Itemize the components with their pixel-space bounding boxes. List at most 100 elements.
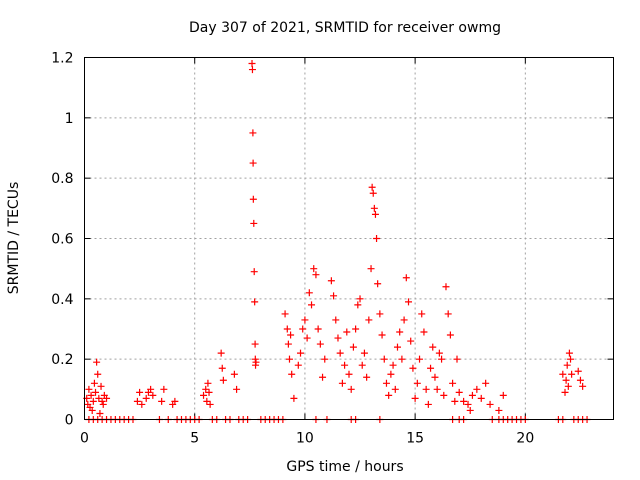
data-point — [310, 265, 318, 273]
data-point — [89, 397, 97, 405]
y-axis-label: SRMTID / TECUs — [6, 182, 22, 295]
data-point — [382, 379, 390, 387]
data-point — [564, 382, 572, 390]
data-point — [358, 361, 366, 369]
data-point — [142, 394, 150, 402]
data-point — [409, 364, 417, 372]
data-point — [565, 349, 573, 357]
data-point — [205, 388, 213, 396]
data-point — [343, 328, 351, 336]
data-point — [248, 60, 256, 68]
y-tick-label: 0.4 — [51, 292, 73, 308]
data-point — [444, 310, 452, 318]
data-point — [451, 397, 459, 405]
data-point — [85, 385, 93, 393]
data-point — [433, 385, 441, 393]
data-point — [411, 394, 419, 402]
data-point — [332, 316, 340, 324]
data-point — [206, 400, 214, 408]
data-point — [453, 355, 461, 363]
grid-lines — [84, 57, 614, 420]
data-point — [562, 376, 570, 384]
data-point — [297, 349, 305, 357]
data-point — [422, 385, 430, 393]
data-point — [88, 406, 96, 414]
data-point — [380, 355, 388, 363]
y-tick-label: 0.6 — [51, 232, 73, 248]
data-point — [336, 349, 344, 357]
data-point — [402, 274, 410, 282]
data-point — [477, 394, 485, 402]
x-tick-label: 10 — [296, 431, 314, 447]
data-point — [305, 289, 313, 297]
data-point — [330, 292, 338, 300]
data-point — [251, 298, 259, 306]
data-point — [321, 355, 329, 363]
data-point — [249, 159, 257, 167]
data-point — [338, 379, 346, 387]
data-point — [579, 382, 587, 390]
data-point — [427, 364, 435, 372]
data-point — [576, 376, 584, 384]
data-point — [288, 370, 296, 378]
data-point — [136, 388, 144, 396]
data-point — [230, 370, 238, 378]
data-point — [468, 391, 476, 399]
data-point — [446, 331, 454, 339]
data-point — [158, 397, 166, 405]
x-tick-label: 0 — [80, 431, 89, 447]
data-point — [418, 310, 426, 318]
data-point — [95, 394, 103, 402]
x-tick-label: 15 — [406, 431, 424, 447]
data-point — [563, 361, 571, 369]
data-point — [218, 364, 226, 372]
data-point — [204, 379, 212, 387]
data-point — [455, 388, 463, 396]
data-point — [365, 316, 373, 324]
data-point — [460, 397, 468, 405]
data-point — [431, 373, 439, 381]
data-point — [371, 210, 379, 218]
data-point — [252, 358, 260, 366]
data-point — [147, 385, 155, 393]
data-point — [385, 391, 393, 399]
y-tick-label: 0.8 — [51, 171, 73, 187]
data-point — [347, 385, 355, 393]
x-tick-labels: 0 5 10 15 20 — [80, 431, 534, 447]
data-point — [376, 310, 384, 318]
data-point — [319, 373, 327, 381]
data-point — [393, 343, 401, 351]
x-tick-label: 5 — [190, 431, 199, 447]
data-point — [92, 388, 100, 396]
data-point — [420, 328, 428, 336]
data-point — [495, 406, 503, 414]
data-point — [314, 325, 322, 333]
data-point — [499, 391, 507, 399]
data-point — [368, 183, 376, 191]
data-point — [396, 328, 404, 336]
data-point — [248, 66, 256, 74]
data-point — [367, 265, 375, 273]
data-point — [251, 355, 259, 363]
data-point — [87, 391, 95, 399]
data-point — [341, 361, 349, 369]
data-point — [219, 376, 227, 384]
data-point — [413, 379, 421, 387]
data-point — [334, 334, 342, 342]
data-point — [486, 400, 494, 408]
data-point — [449, 379, 457, 387]
data-point — [200, 391, 208, 399]
data-point — [466, 406, 474, 414]
plot-frame — [84, 57, 614, 420]
data-point — [284, 340, 292, 348]
data-point — [387, 370, 395, 378]
data-point — [398, 355, 406, 363]
data-point — [356, 295, 364, 303]
data-point — [435, 349, 443, 357]
data-point — [287, 331, 295, 339]
data-point — [391, 385, 399, 393]
data-point — [574, 367, 582, 375]
data-point — [249, 129, 257, 137]
data-point — [250, 219, 258, 227]
data-point — [405, 298, 413, 306]
